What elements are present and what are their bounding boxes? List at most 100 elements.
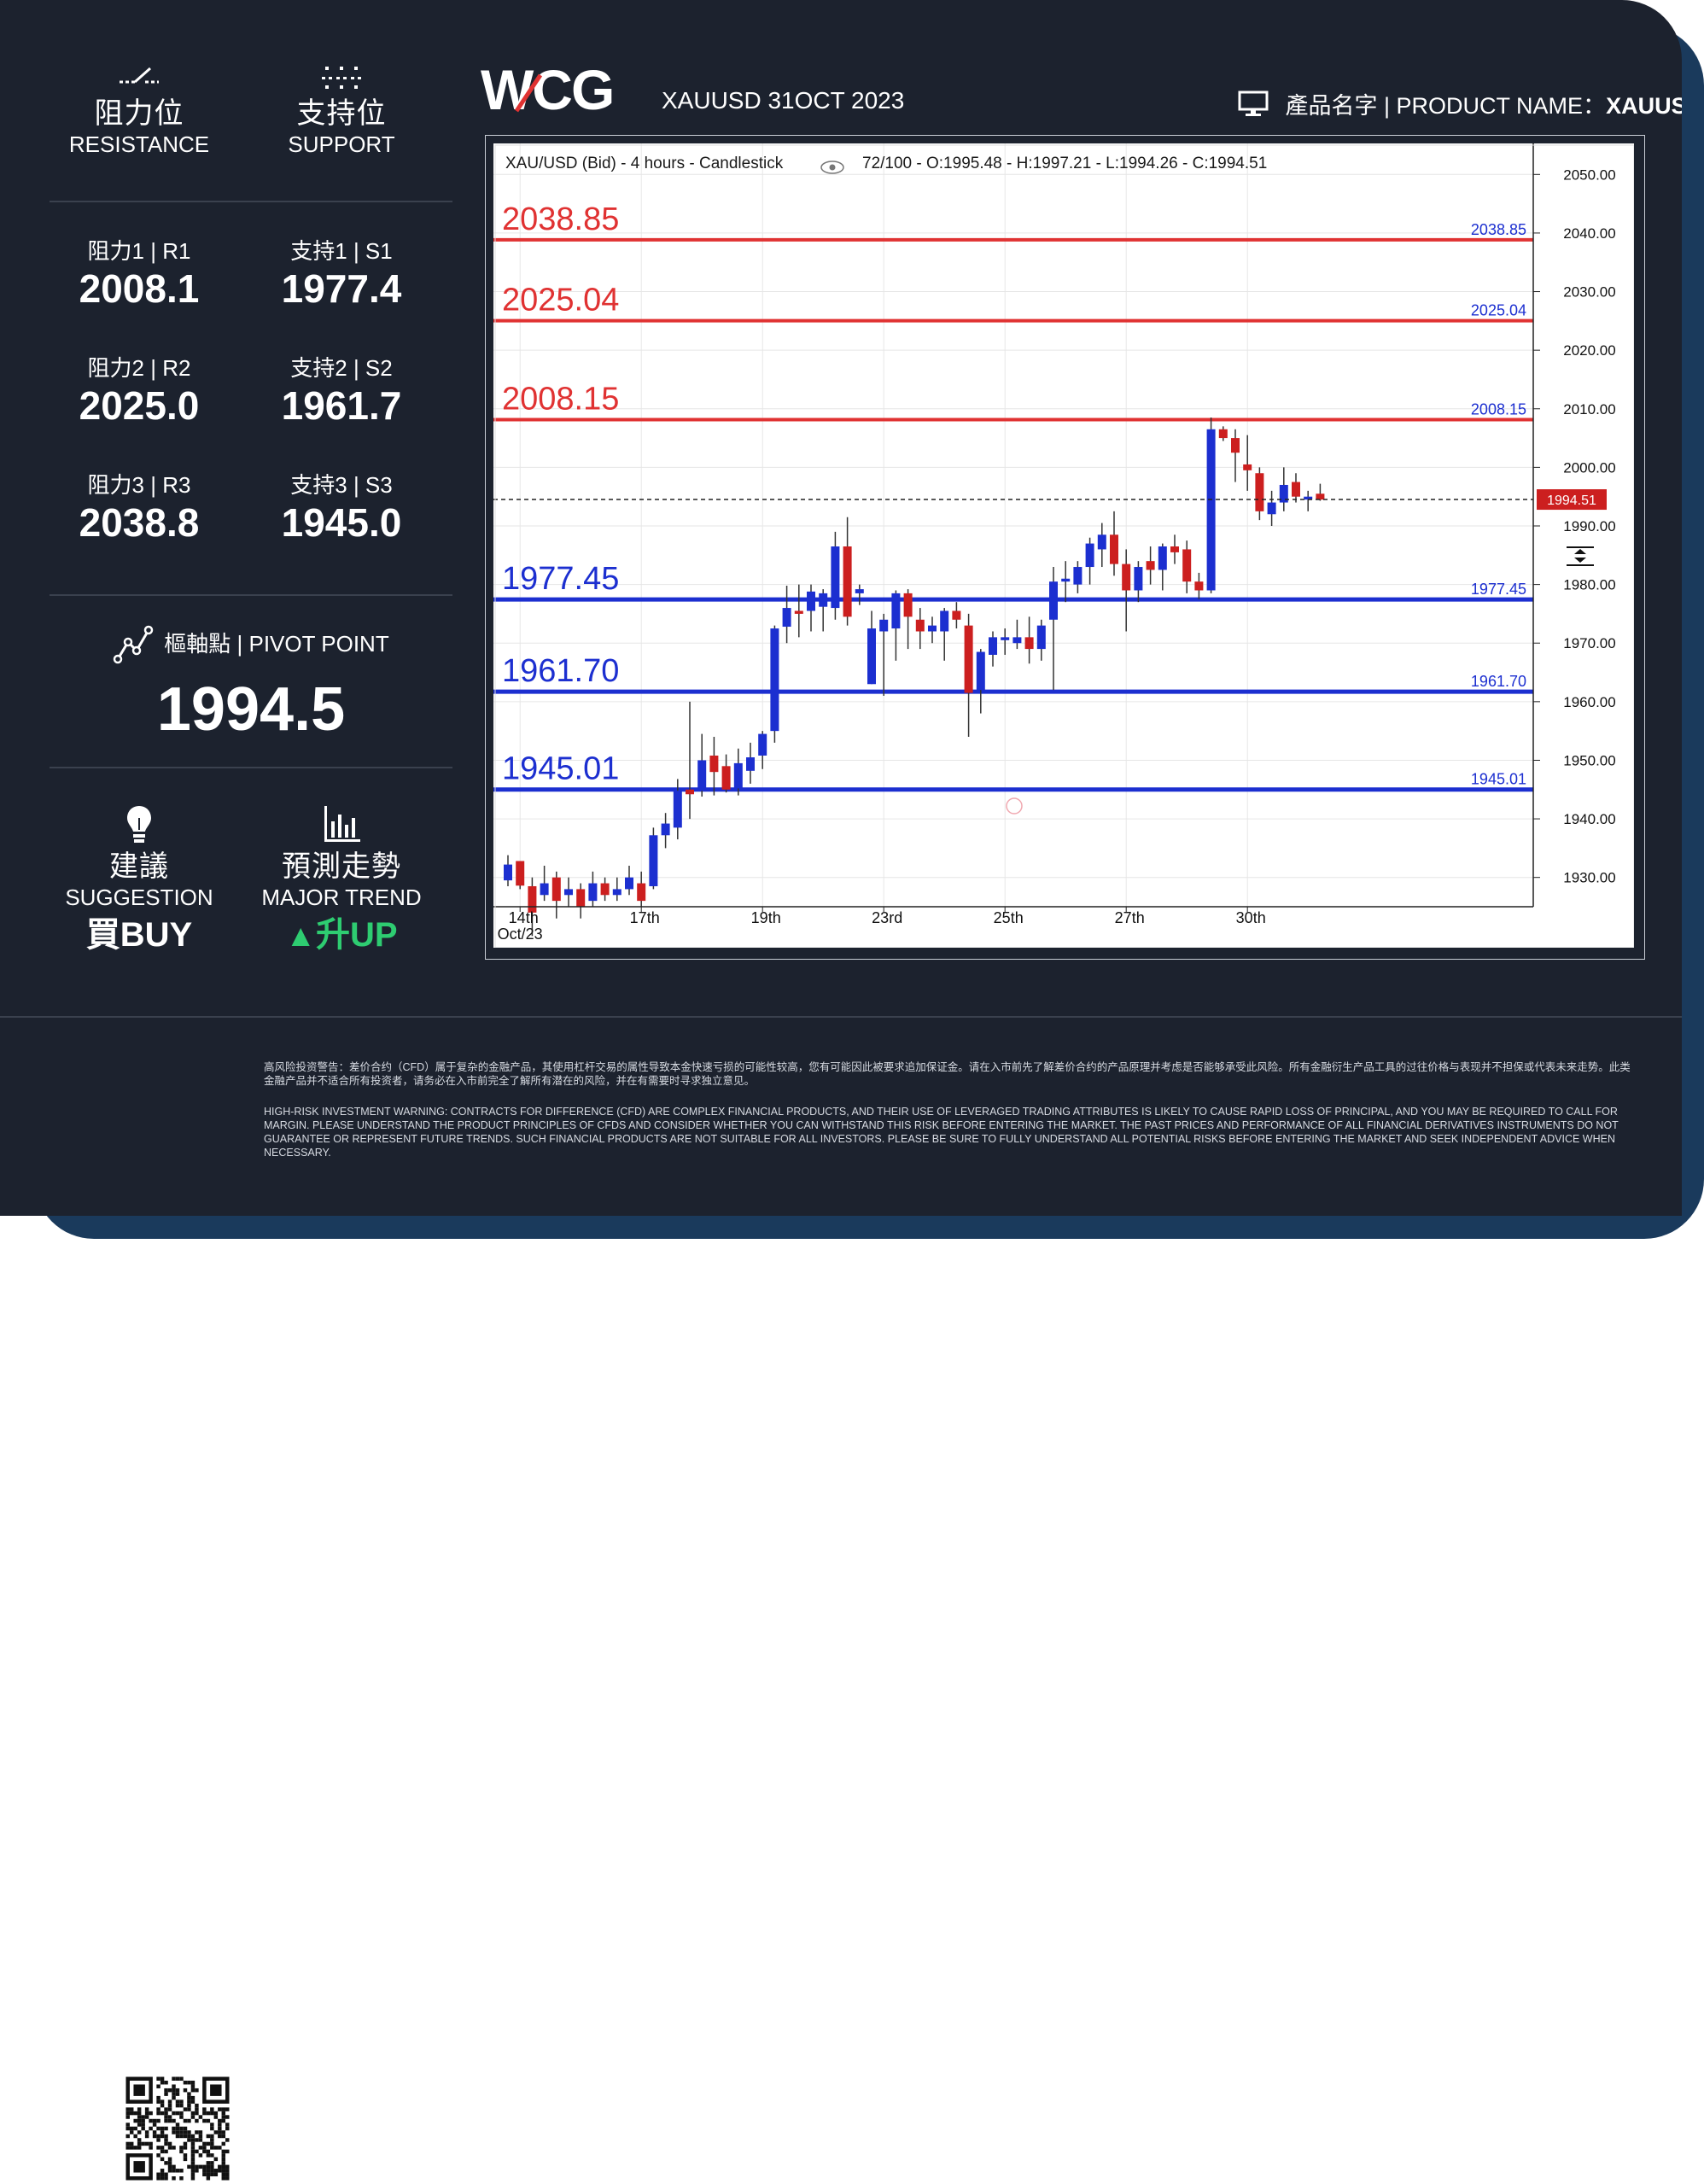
qr-module [187,2103,191,2108]
qr-module [221,2157,226,2162]
y-tick-label: 2050.00 [1563,166,1615,183]
scale-reset-icon[interactable] [1565,546,1596,566]
candle-up [1012,619,1022,650]
qr-module [175,2092,180,2096]
candle-body [1146,561,1155,570]
support-title-cn: 支持位 [296,97,387,130]
candle-up [1036,619,1046,661]
qr-module [190,2134,195,2139]
qr-module [213,2111,219,2116]
qr-module [172,2076,176,2081]
candle-body [1158,546,1167,570]
y-tick-label: 2030.00 [1563,284,1615,301]
qr-module [183,2141,188,2146]
qr-module [202,2118,207,2123]
support-dots-icon [322,67,361,89]
qr-module [213,2169,219,2173]
qr-module [156,2146,160,2150]
qr-module [164,2088,168,2093]
candle-up [758,731,767,769]
qr-module [156,2134,160,2139]
candle-up [625,865,633,896]
candle-body [1110,534,1118,564]
candle-body [637,883,646,902]
level-axis-label: 1961.70 [1471,673,1526,690]
s1-block: 支持1 | S1 1977.4 [252,237,431,312]
candle-body [733,762,743,789]
qr-module [221,2141,226,2146]
qr-module [225,2123,230,2127]
qr-module [179,2176,184,2181]
candle-body [1036,625,1046,650]
candle-down [551,871,561,919]
qr-module [202,2111,207,2116]
candle-up [1085,537,1094,585]
s2-block: 支持2 | S2 1961.7 [252,354,431,429]
candle-body [1255,473,1264,511]
qr-module [179,2103,184,2108]
qr-module [198,2138,203,2142]
qr-module [172,2088,176,2093]
qr-module [149,2141,153,2146]
qr-module [141,2115,145,2119]
qr-module [206,2172,211,2177]
candle-body [928,625,937,632]
x-tick-label: 25th [994,909,1024,926]
candle-body [1049,581,1058,620]
qr-module [141,2141,145,2146]
qr-module [218,2118,222,2123]
qr-module [218,2123,222,2127]
candle-body [612,889,621,896]
candle-up [1134,561,1143,603]
qr-module [202,2107,207,2111]
qr-module [137,2123,142,2127]
qr-module [218,2130,222,2134]
qr-module [187,2092,191,2096]
qr-module [218,2146,222,2150]
qr-module [206,2153,211,2158]
qr-module [144,2107,149,2111]
qr-module [218,2126,222,2131]
qr-module [198,2153,203,2158]
pivot-block: 樞軸點 | PIVOT POINT 1994.5 [50,623,452,748]
qr-module [175,2123,180,2127]
qr-module [195,2169,199,2173]
x-tick-label: 19th [751,909,781,926]
candle-up [782,585,791,644]
candle-down [1218,426,1228,441]
candles [504,418,1325,937]
qr-module [144,2111,149,2116]
qr-module [172,2084,176,2088]
qr-module [202,2169,207,2173]
candle-body [1218,429,1228,439]
x-tick-label: 23rd [872,909,902,926]
candle-up [1001,628,1010,655]
qr-module [218,2134,222,2139]
qr-module [172,2146,176,2150]
candle-body [1001,637,1010,640]
chart-border [494,144,1634,948]
candle-body [770,628,779,732]
candle-up [1304,490,1313,511]
qr-module [225,2172,230,2177]
qr-module [164,2092,168,2096]
candle-up [879,613,889,696]
qr-module [210,2146,214,2150]
qr-module [202,2149,207,2154]
r1-block: 阻力1 | R1 2008.1 [50,237,229,312]
qr-module [221,2176,226,2181]
qr-module [183,2157,188,2162]
product-name: 產品名字 | PRODUCT NAME：XAUUSD [1238,87,1682,120]
qr-module [137,2118,142,2123]
y-tick-label: 1950.00 [1563,752,1615,768]
qr-module [183,2134,188,2139]
qr-code-icon[interactable] [122,2073,233,2184]
footer: 高风险投资警告：差价合约（CFD）属于复杂的金融产品，其使用杠杆交易的属性导致本… [0,1016,1682,2184]
product-value: XAUUSD [1606,93,1682,119]
s1-value: 1977.4 [281,266,402,311]
candle-down [952,602,961,629]
qr-module [164,2080,168,2085]
qr-module [195,2149,199,2154]
qr-module [137,2141,142,2146]
qr-module [125,2111,130,2116]
